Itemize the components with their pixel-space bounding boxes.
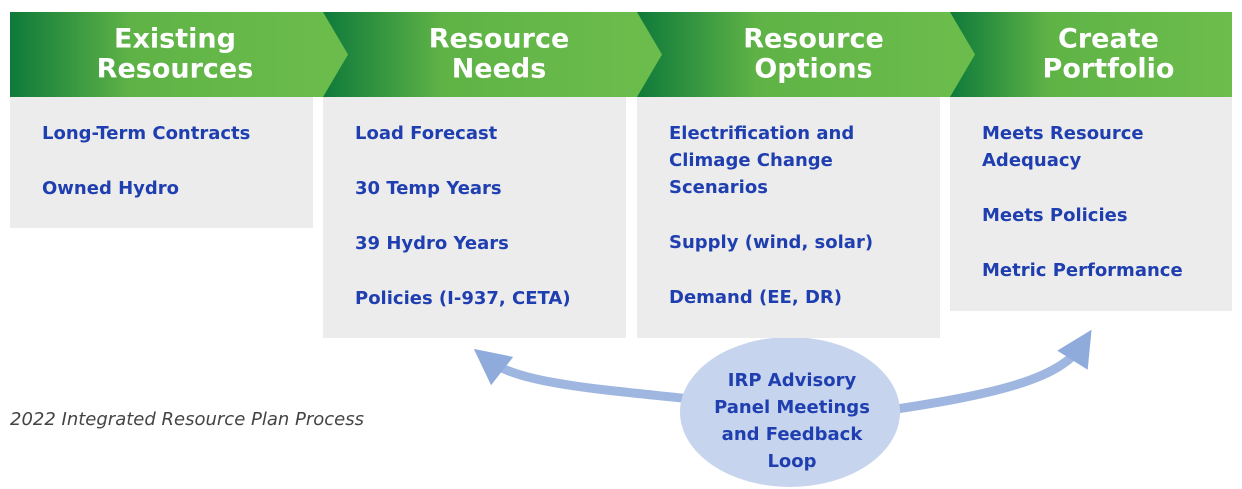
- header-text: Create: [1058, 24, 1159, 55]
- item-text: Adequacy: [982, 150, 1082, 171]
- item-text: Policies (I-937, CETA): [355, 288, 571, 309]
- chevron-header: [637, 12, 980, 97]
- header-text: Existing: [114, 24, 236, 55]
- item-text: Demand (EE, DR): [669, 287, 842, 308]
- item-text: Meets Policies: [982, 205, 1128, 226]
- column-body: [637, 97, 940, 338]
- item-text: Supply (wind, solar): [669, 232, 873, 253]
- column-body: [10, 97, 313, 228]
- feedback-arrow-left: [473, 348, 701, 405]
- item-text: Metric Performance: [982, 260, 1183, 281]
- header-text: Resources: [97, 54, 254, 85]
- item-text: Climage Change: [669, 150, 833, 171]
- item-text: Scenarios: [669, 177, 768, 198]
- item-text: Electrification and: [669, 123, 854, 144]
- header-text: Needs: [452, 54, 547, 85]
- header-text: Options: [754, 54, 872, 85]
- item-text: Long-Term Contracts: [42, 123, 250, 144]
- item-text: Meets Resource: [982, 123, 1144, 144]
- chevron-header: [10, 12, 355, 97]
- chevron-header: [323, 12, 665, 97]
- feedback-text: IRP Advisory: [728, 370, 857, 391]
- feedback-text: Panel Meetings: [714, 397, 870, 418]
- item-text: 30 Temp Years: [355, 178, 502, 199]
- column-body: [323, 97, 626, 338]
- feedback-ellipse: [680, 337, 900, 487]
- header-text: Resource: [743, 24, 884, 55]
- column-body: [950, 97, 1232, 311]
- item-text: Owned Hydro: [42, 178, 179, 199]
- header-text: Portfolio: [1043, 54, 1175, 85]
- caption: 2022 Integrated Resource Plan Process: [10, 409, 364, 430]
- item-text: 39 Hydro Years: [355, 233, 509, 254]
- feedback-text: Loop: [767, 451, 816, 472]
- item-text: Load Forecast: [355, 123, 498, 144]
- header-text: Resource: [429, 24, 570, 55]
- feedback-text: and Feedback: [722, 424, 864, 445]
- feedback-arrow-right: [889, 329, 1092, 415]
- chevron-header: [950, 12, 1232, 97]
